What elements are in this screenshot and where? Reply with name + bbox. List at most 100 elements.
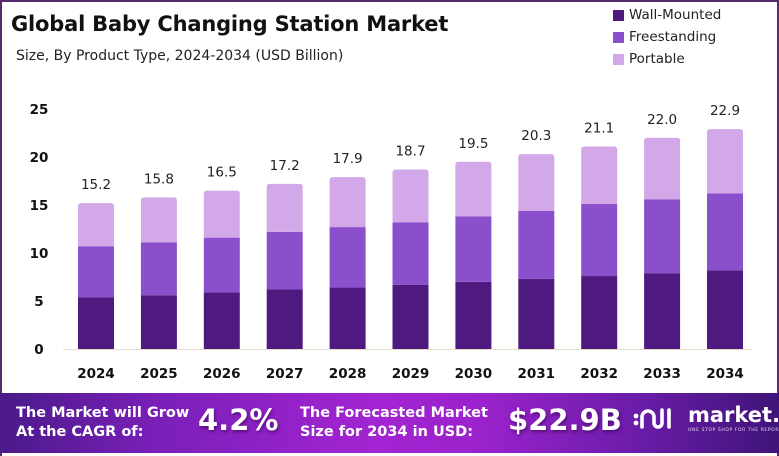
- bar-segment-portable: [392, 169, 429, 223]
- x-tick-label: 2027: [266, 366, 304, 382]
- bar-group-2030: [455, 161, 492, 349]
- legend-label: Portable: [629, 51, 685, 67]
- x-tick-label: 2025: [140, 366, 178, 382]
- cagr-value: 4.2%: [198, 403, 279, 437]
- bar-segment-wall-mounted: [266, 289, 303, 349]
- bar-segment-portable: [518, 154, 555, 211]
- x-tick-label: 2034: [706, 366, 744, 382]
- y-tick-label: 5: [34, 294, 43, 310]
- bar-segment-freestanding: [518, 210, 555, 279]
- bar-segment-portable: [644, 137, 681, 200]
- bar-segment-wall-mounted: [455, 281, 492, 349]
- bar-segment-portable: [581, 146, 618, 205]
- x-tick-label: 2028: [329, 366, 367, 382]
- data-label: 16.5: [207, 165, 237, 181]
- x-tick-label: 2030: [455, 366, 493, 382]
- bars: [78, 129, 743, 349]
- bar-segment-freestanding: [455, 216, 492, 282]
- bar-segment-portable: [140, 197, 177, 243]
- chart-title: Global Baby Changing Station Market: [11, 12, 449, 36]
- bar-segment-wall-mounted: [644, 273, 681, 349]
- forecast-value: $22.9B: [508, 403, 622, 437]
- legend-item-freestanding: Freestanding: [613, 26, 721, 48]
- x-tick-label: 2029: [392, 366, 430, 382]
- bar-segment-portable: [707, 129, 743, 194]
- data-label: 17.9: [333, 151, 363, 167]
- forecast-caption-line1: The Forecasted Market: [300, 405, 488, 421]
- bar-group-2034: [707, 129, 743, 349]
- bar-group-2033: [644, 137, 681, 349]
- bar-segment-wall-mounted: [581, 276, 618, 349]
- forecast-caption-line2: Size for 2034 in USD:: [300, 424, 474, 440]
- data-labels: 15.2 15.8 16.5 17.2 17.9 18.7 19.5 20.3 21.1 22.0…: [81, 103, 740, 193]
- data-label: 19.5: [458, 136, 488, 152]
- logo-tagline: ONE STOP SHOP FOR THE REPORTS: [688, 428, 779, 433]
- cagr-caption-line1: The Market will Grow: [16, 405, 190, 421]
- data-label: 21.1: [584, 120, 614, 136]
- legend-swatch-wall-mounted: [613, 9, 624, 21]
- y-tick-label: 25: [30, 102, 49, 118]
- data-label: 22.0: [647, 112, 677, 128]
- bar-group-2028: [329, 177, 366, 349]
- bar-group-2027: [266, 183, 303, 349]
- legend-swatch-portable: [613, 53, 624, 65]
- legend-label: Freestanding: [629, 29, 717, 45]
- legend-label: Wall-Mounted: [629, 7, 722, 23]
- bar-segment-wall-mounted: [203, 292, 240, 349]
- bar-segment-freestanding: [392, 222, 429, 285]
- bar-segment-portable: [266, 183, 303, 232]
- y-tick-label: 10: [30, 246, 49, 262]
- bar-group-2026: [203, 190, 240, 349]
- bar-segment-freestanding: [581, 204, 618, 277]
- bar-group-2025: [140, 197, 177, 349]
- bar-group-2029: [392, 169, 429, 349]
- bar-segment-freestanding: [78, 246, 114, 298]
- x-tick-label: 2033: [643, 366, 681, 382]
- x-tick-label: 2026: [203, 366, 241, 382]
- data-label: 22.9: [710, 103, 740, 119]
- bar-group-2032: [581, 146, 618, 349]
- bar-segment-wall-mounted: [329, 287, 366, 349]
- bar-segment-portable: [455, 161, 492, 217]
- bar-segment-freestanding: [329, 227, 366, 288]
- y-axis: 0 5 10 15 20 25: [30, 102, 49, 358]
- data-label: 15.2: [81, 177, 111, 193]
- bar-segment-wall-mounted: [140, 295, 177, 349]
- bar-segment-portable: [203, 190, 240, 238]
- y-tick-label: 20: [30, 150, 49, 166]
- x-axis: 2024 2025 2026 2027 2028 2029 2030 2031 2032 2033…: [77, 366, 744, 382]
- bar-segment-wall-mounted: [707, 270, 743, 349]
- bar-group-2024: [78, 203, 114, 349]
- bar-segment-freestanding: [266, 231, 303, 290]
- cagr-caption: The Market will Grow At the CAGR of:: [16, 404, 189, 442]
- bar-segment-freestanding: [140, 242, 177, 296]
- bar-segment-portable: [78, 203, 114, 247]
- chart-subtitle: Size, By Product Type, 2024-2034 (USD Bi…: [16, 48, 344, 64]
- bar-group-2031: [518, 154, 555, 349]
- legend-item-wall-mounted: Wall-Mounted: [613, 4, 721, 26]
- data-label: 17.2: [270, 158, 300, 174]
- bar-segment-portable: [329, 177, 366, 228]
- x-tick-label: 2024: [77, 366, 115, 382]
- bar-segment-freestanding: [644, 199, 681, 274]
- x-tick-label: 2032: [580, 366, 618, 382]
- market-us-logo-icon: [633, 408, 671, 429]
- summary-banner: The Market will Grow At the CAGR of: 4.2…: [0, 393, 779, 453]
- bar-segment-wall-mounted: [392, 284, 429, 349]
- x-tick-label: 2031: [518, 366, 556, 382]
- data-label: 20.3: [521, 128, 551, 144]
- bar-segment-wall-mounted: [518, 278, 555, 349]
- market-us-logo: market.us ONE STOP SHOP FOR THE REPORTS: [633, 403, 779, 433]
- bar-segment-freestanding: [203, 237, 240, 293]
- y-tick-label: 0: [34, 342, 43, 358]
- data-label: 15.8: [144, 171, 174, 187]
- y-tick-label: 15: [30, 198, 49, 214]
- bar-segment-freestanding: [707, 193, 743, 271]
- bar-segment-wall-mounted: [78, 297, 114, 349]
- data-label: 18.7: [395, 143, 425, 159]
- cagr-caption-line2: At the CAGR of:: [16, 424, 144, 440]
- legend: Wall-Mounted Freestanding Portable: [613, 4, 721, 70]
- legend-item-portable: Portable: [613, 48, 721, 70]
